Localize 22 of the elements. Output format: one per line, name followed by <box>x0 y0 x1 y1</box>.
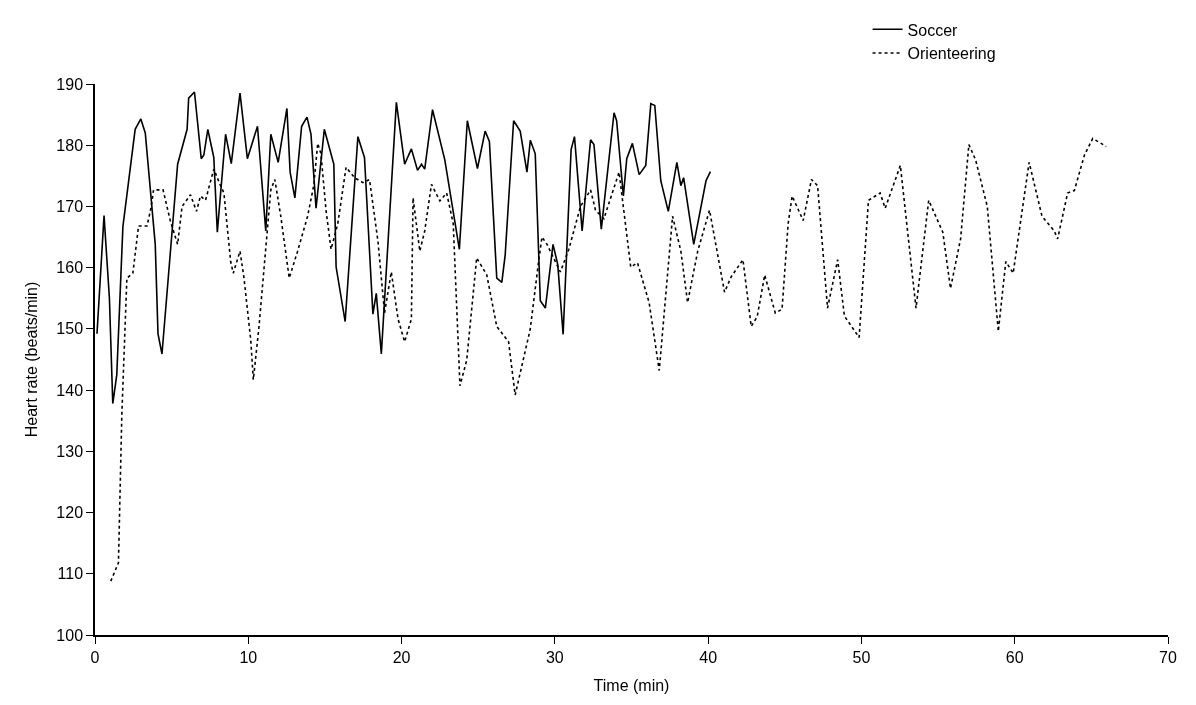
y-tick-label: 110 <box>57 565 84 583</box>
x-tick-label: 70 <box>1159 648 1177 666</box>
y-tick-label: 180 <box>56 136 84 154</box>
y-tick-label: 160 <box>56 259 84 277</box>
y-tick-label: 140 <box>56 381 84 399</box>
x-tick-label: 60 <box>1005 648 1024 666</box>
x-tick-label: 50 <box>852 648 871 666</box>
y-tick-label: 170 <box>56 198 84 216</box>
y-tick-label: 150 <box>56 320 84 338</box>
x-tick-label: 30 <box>545 648 564 666</box>
legend-label: Soccer <box>907 21 959 39</box>
y-tick-label: 190 <box>56 75 84 93</box>
x-tick-label: 20 <box>392 648 411 666</box>
legend-label: Orienteering <box>907 45 996 63</box>
x-tick-label: 10 <box>239 648 258 666</box>
y-tick-label: 100 <box>56 626 84 644</box>
x-tick-label: 0 <box>90 648 100 666</box>
y-tick-label: 130 <box>56 442 84 460</box>
y-axis-title: Heart rate (beats/min) <box>22 281 40 438</box>
y-tick-label: 120 <box>56 504 84 522</box>
x-tick-label: 40 <box>699 648 718 666</box>
x-axis-title: Time (min) <box>593 677 670 695</box>
